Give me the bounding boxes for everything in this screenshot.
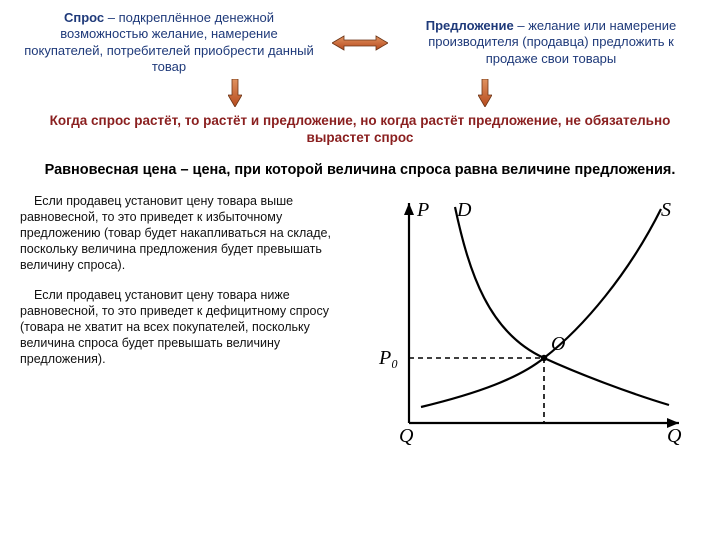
bidirectional-arrow-icon xyxy=(332,34,388,52)
relation-statement: Когда спрос растёт, то растёт и предложе… xyxy=(0,107,720,147)
demand-definition: Спрос – подкреплённое денежной возможнос… xyxy=(24,10,314,75)
down-arrows-row xyxy=(0,79,720,107)
bottom-row: Если продавец установит цену товара выше… xyxy=(0,179,720,453)
down-arrow-icon xyxy=(478,79,492,107)
paragraph-above-eq: Если продавец установит цену товара выше… xyxy=(20,193,340,273)
supply-demand-chart: PQQDSOP₀ xyxy=(358,193,700,453)
supply-term: Предложение xyxy=(426,18,514,33)
supply-definition: Предложение – желание или намерение прои… xyxy=(406,18,696,67)
explanation-text: Если продавец установит цену товара выше… xyxy=(20,193,340,453)
paragraph-below-eq: Если продавец установит цену товара ниже… xyxy=(20,287,340,367)
down-arrow-icon xyxy=(228,79,242,107)
equilibrium-definition: Равновесная цена – цена, при которой вел… xyxy=(0,147,720,179)
demand-term: Спрос xyxy=(64,10,104,25)
definitions-row: Спрос – подкреплённое денежной возможнос… xyxy=(0,0,720,75)
